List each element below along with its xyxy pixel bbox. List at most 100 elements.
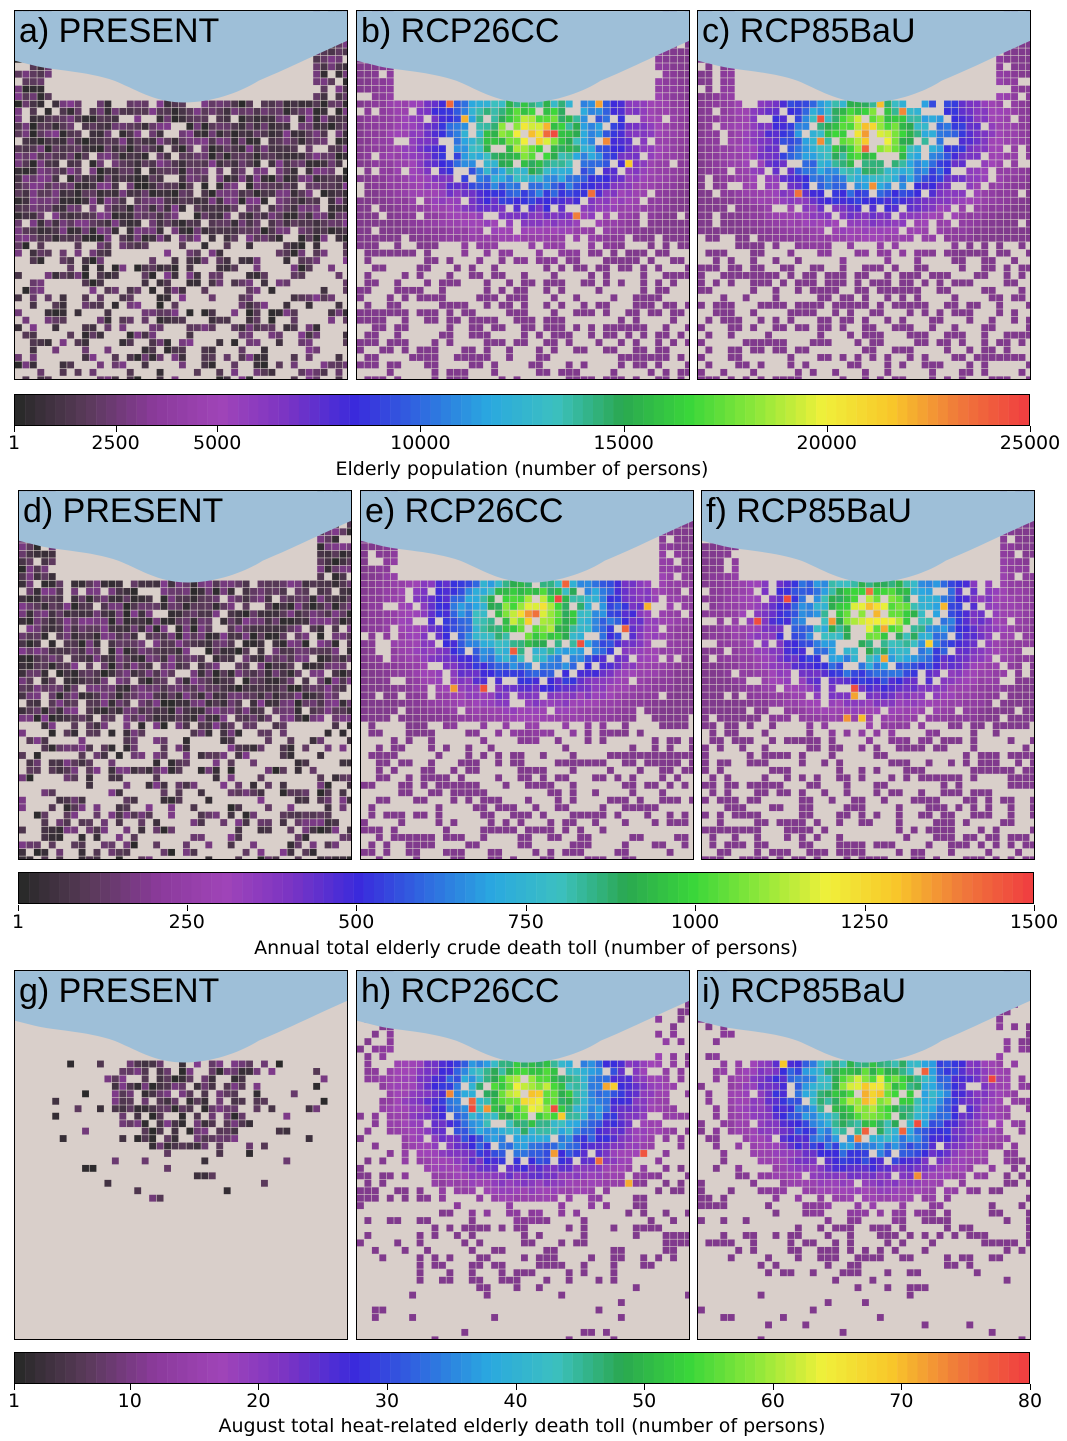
grid-cell	[22, 227, 30, 235]
grid-cell	[936, 197, 944, 205]
grid-cell	[698, 100, 705, 108]
grid-cell	[394, 167, 402, 175]
grid-cell	[86, 580, 93, 588]
grid-cell	[662, 324, 670, 332]
grid-cell	[565, 257, 573, 264]
grid-cell	[535, 167, 543, 175]
grid-cell	[550, 257, 558, 264]
grid-cell	[364, 85, 372, 93]
grid-cell	[1026, 204, 1030, 212]
grid-cell	[780, 152, 787, 160]
grid-cell	[603, 376, 610, 379]
grid-cell	[966, 309, 974, 317]
grid-cell	[364, 197, 372, 205]
grid-cell	[936, 286, 944, 294]
grid-cell	[705, 152, 713, 160]
grid-cell	[817, 108, 825, 115]
grid-cell	[921, 279, 929, 287]
grid-cell	[891, 122, 899, 130]
grid-cell	[335, 227, 343, 235]
grid-cell	[1018, 108, 1026, 115]
grid-cell	[364, 137, 372, 145]
grid-cell	[446, 272, 454, 279]
grid-cell	[996, 376, 1004, 379]
grid-cell	[302, 684, 310, 692]
grid-cell	[205, 811, 213, 819]
grid-cell	[227, 632, 235, 640]
grid-cell	[48, 595, 56, 603]
grid-cell	[164, 286, 171, 294]
grid-cell	[780, 346, 787, 354]
grid-cell	[371, 100, 379, 108]
grid-cell	[205, 625, 213, 633]
grid-cell	[298, 190, 306, 197]
grid-cell	[847, 204, 854, 212]
grid-cell	[550, 152, 558, 160]
grid-cell	[82, 272, 89, 279]
grid-cell	[179, 227, 186, 235]
grid-cell	[468, 331, 476, 339]
grid-cell	[339, 677, 347, 685]
grid-cell	[958, 190, 966, 197]
grid-cell	[86, 729, 93, 737]
grid-cell	[757, 152, 765, 160]
grid-cell	[134, 197, 142, 205]
grid-cell	[461, 219, 469, 227]
grid-cell	[824, 242, 832, 250]
grid-cell	[227, 625, 235, 633]
grid-cell	[287, 655, 295, 662]
grid-cell	[216, 100, 224, 108]
grid-cell	[164, 137, 171, 145]
grid-cell	[272, 580, 280, 588]
grid-cell	[461, 145, 469, 153]
grid-cell	[208, 108, 216, 115]
grid-cell	[15, 197, 22, 205]
grid-cell	[298, 331, 306, 339]
grid-cell	[74, 175, 82, 182]
grid-cell	[332, 632, 339, 640]
grid-cell	[48, 573, 56, 580]
grid-cell	[283, 152, 291, 160]
grid-cell	[483, 249, 491, 257]
grid-cell	[193, 167, 201, 175]
grid-cell	[921, 100, 929, 108]
grid-cell	[97, 272, 104, 279]
grid-cell	[261, 115, 268, 123]
grid-cell	[371, 137, 379, 145]
grid-cell	[506, 130, 513, 138]
grid-cell	[521, 316, 528, 324]
grid-cell	[332, 640, 339, 648]
grid-cell	[309, 819, 317, 826]
grid-cell	[461, 182, 469, 190]
grid-cell	[179, 108, 186, 115]
grid-cell	[332, 543, 339, 551]
grid-cell	[869, 354, 877, 361]
grid-cell	[817, 167, 825, 175]
grid-cell	[19, 826, 26, 834]
grid-cell	[242, 707, 250, 715]
grid-cell	[97, 227, 104, 235]
grid-cell	[15, 115, 22, 123]
grid-cell	[216, 204, 224, 212]
grid-cell	[164, 212, 171, 220]
grid-cell	[141, 242, 149, 250]
grid-cell	[765, 160, 772, 168]
grid-cell	[610, 242, 618, 250]
grid-cell	[617, 376, 625, 379]
grid-cell	[772, 286, 780, 294]
grid-cell	[33, 699, 41, 707]
grid-cell	[677, 122, 685, 130]
grid-cell	[712, 137, 720, 145]
grid-cell	[476, 167, 484, 175]
grid-cell	[227, 692, 235, 700]
grid-cell	[476, 331, 484, 339]
grid-cell	[171, 227, 179, 235]
grid-cell	[386, 249, 394, 257]
grid-cell	[22, 212, 30, 220]
grid-cell	[29, 361, 37, 369]
grid-cell	[183, 752, 190, 759]
grid-cell	[126, 234, 134, 242]
grid-cell	[802, 324, 810, 332]
grid-cell	[119, 264, 127, 272]
grid-cell	[179, 160, 186, 168]
